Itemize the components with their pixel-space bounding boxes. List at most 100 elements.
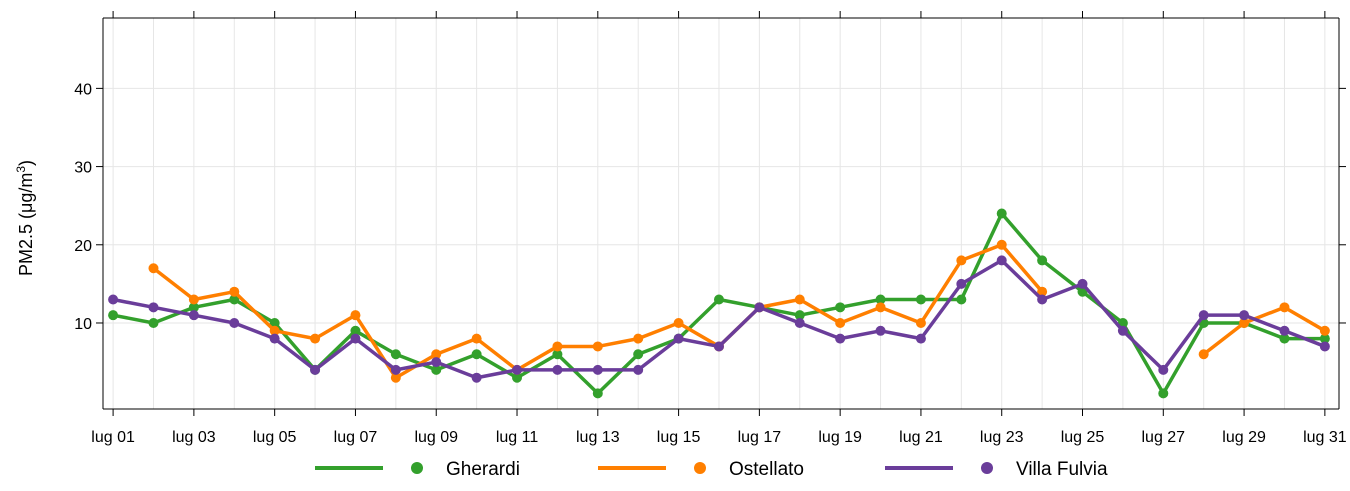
x-tick-label: lug 29 (1222, 429, 1266, 446)
data-point (108, 294, 119, 305)
data-point (390, 364, 401, 375)
data-point (1037, 294, 1048, 305)
data-point (754, 302, 765, 313)
data-point (229, 294, 240, 305)
data-point (794, 294, 805, 305)
plot-frame (102, 17, 1340, 410)
legend: Gherardi Ostellato Villa Fulvia (315, 459, 1108, 480)
data-point (471, 372, 482, 383)
data-point (269, 325, 280, 336)
series-layer (108, 208, 1330, 399)
data-point (1198, 310, 1209, 321)
data-point (875, 325, 886, 336)
legend-marker (981, 462, 993, 474)
x-tick-label: lug 19 (818, 429, 862, 446)
legend-item: Villa Fulvia (885, 459, 1108, 480)
data-point (673, 317, 684, 328)
data-point (471, 349, 482, 360)
y-tick-label: 10 (74, 316, 92, 333)
data-point (431, 349, 442, 360)
data-point (229, 286, 240, 297)
data-point (1158, 364, 1169, 375)
x-tick-label: lug 07 (334, 429, 378, 446)
legend-item: Gherardi (315, 459, 520, 480)
data-point (148, 302, 159, 313)
data-point (1239, 310, 1250, 321)
y-axis-title: PM2.5 (μg/m3) (14, 160, 36, 276)
data-point (633, 333, 644, 344)
legend-label: Ostellato (729, 459, 804, 480)
grid (103, 18, 1339, 409)
data-point (592, 341, 603, 352)
series-villa-fulvia (108, 255, 1330, 383)
data-point (512, 364, 523, 375)
data-point (956, 255, 967, 266)
data-point (1198, 349, 1209, 360)
x-axis: lug 01 lug 03 lug 05 lug 07 lug 09 lug 11 lug … (91, 11, 1347, 446)
data-point (915, 317, 926, 328)
data-point (108, 310, 119, 321)
data-point (835, 317, 846, 328)
data-point (794, 317, 805, 328)
data-point (1279, 302, 1290, 313)
data-point (188, 302, 199, 313)
data-point (350, 310, 361, 321)
data-point (1319, 341, 1330, 352)
data-point (633, 349, 644, 360)
data-point (229, 317, 240, 328)
data-point (956, 278, 967, 289)
data-point (552, 341, 563, 352)
data-point (673, 333, 684, 344)
legend-item: Ostellato (598, 459, 804, 480)
x-tick-label: lug 05 (253, 429, 297, 446)
data-point (1117, 325, 1128, 336)
data-point (148, 317, 159, 328)
y-tick-label: 30 (74, 160, 92, 177)
data-point (633, 364, 644, 375)
x-tick-label: lug 13 (576, 429, 620, 446)
data-point (794, 310, 805, 321)
data-point (471, 333, 482, 344)
x-tick-label: lug 25 (1061, 429, 1105, 446)
data-point (996, 208, 1007, 219)
data-point (875, 294, 886, 305)
data-point (1279, 325, 1290, 336)
data-point (1077, 278, 1088, 289)
data-point (835, 302, 846, 313)
data-point (390, 349, 401, 360)
y-tick-label: 40 (74, 81, 92, 98)
data-point (350, 325, 361, 336)
x-tick-label: lug 23 (980, 429, 1024, 446)
data-point (1158, 388, 1169, 399)
x-tick-label: lug 31 (1303, 429, 1347, 446)
data-point (592, 364, 603, 375)
data-point (1319, 333, 1330, 344)
data-point (1239, 317, 1250, 328)
x-tick-label: lug 11 (496, 429, 539, 446)
data-point (1037, 286, 1048, 297)
y-tick-label: 20 (74, 238, 92, 255)
x-tick-label: lug 03 (172, 429, 216, 446)
data-point (996, 239, 1007, 250)
x-tick-label: lug 09 (414, 429, 458, 446)
data-point (269, 317, 280, 328)
data-point (713, 294, 724, 305)
data-point (188, 294, 199, 305)
data-point (310, 364, 321, 375)
data-point (592, 388, 603, 399)
data-point (390, 372, 401, 383)
data-point (552, 364, 563, 375)
x-tick-label: lug 01 (91, 429, 135, 446)
series-line (1202, 305, 1326, 356)
data-point (269, 333, 280, 344)
data-point (713, 341, 724, 352)
data-point (996, 255, 1007, 266)
data-point (915, 333, 926, 344)
legend-marker (411, 462, 423, 474)
data-point (552, 349, 563, 360)
data-point (1279, 333, 1290, 344)
x-tick-label: lug 15 (657, 429, 701, 446)
data-point (956, 294, 967, 305)
data-point (431, 357, 442, 368)
